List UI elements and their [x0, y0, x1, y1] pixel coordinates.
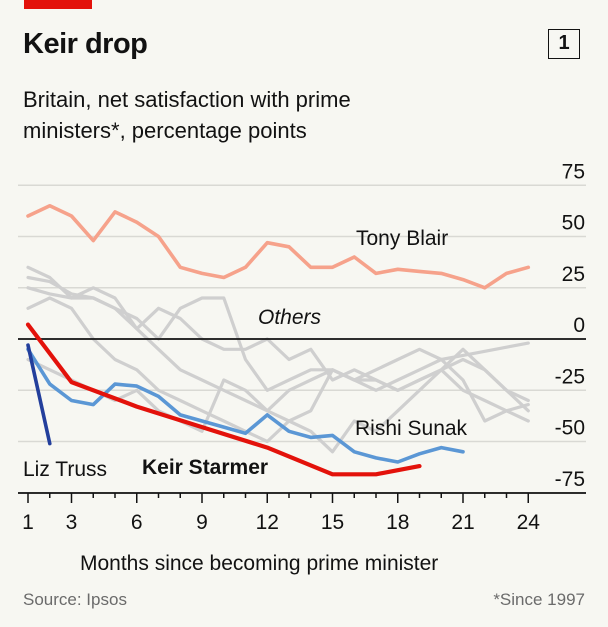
x-tick-label-1: 1 — [22, 511, 34, 534]
label-keir-starmer: Keir Starmer — [142, 456, 268, 479]
y-tick-label--50: -50 — [555, 417, 585, 440]
x-tick-label-15: 15 — [321, 511, 344, 534]
series-others-5 — [26, 286, 530, 413]
others-series-lines — [18, 265, 586, 454]
series-keir-starmer — [25, 322, 422, 477]
series-others-1 — [26, 265, 530, 413]
series-tony-blair — [26, 204, 531, 290]
y-tick-label--75: -75 — [555, 468, 585, 491]
x-tick-label-18: 18 — [386, 511, 409, 534]
label-liz-truss: Liz Truss — [23, 458, 107, 481]
x-axis-title: Months since becoming prime minister — [80, 552, 438, 575]
y-axis-ticks: 75 50 25 0 -25 -50 -75 — [555, 160, 585, 491]
x-tick-label-3: 3 — [66, 511, 78, 534]
label-tony-blair: Tony Blair — [356, 227, 448, 250]
label-rishi-sunak: Rishi Sunak — [355, 417, 468, 440]
main-series-lines — [25, 204, 531, 477]
y-tick-label-25: 25 — [562, 263, 585, 286]
chart-title: Keir drop — [23, 28, 148, 60]
footnote: *Since 1997 — [493, 590, 585, 609]
x-tick-label-12: 12 — [256, 511, 279, 534]
chart-subtitle: Britain, net satisfaction with prime min… — [23, 87, 351, 143]
source-note: Source: Ipsos — [23, 590, 127, 609]
y-tick-label-75: 75 — [562, 160, 585, 183]
y-tick-label--25: -25 — [555, 365, 585, 388]
x-tick-label-24: 24 — [517, 511, 541, 534]
chart-number-badge: 1 — [548, 29, 580, 59]
x-tick-label-6: 6 — [131, 511, 143, 534]
series-rishi-sunak — [26, 347, 465, 464]
x-axis: 1 3 6 9 12 15 18 21 24 — [18, 492, 586, 534]
x-tick-label-9: 9 — [196, 511, 208, 534]
x-tick-label-21: 21 — [451, 511, 474, 534]
series-liz-truss — [26, 343, 52, 446]
y-tick-label-50: 50 — [562, 212, 585, 235]
brand-red-bar — [24, 0, 92, 9]
y-tick-label-0: 0 — [573, 314, 585, 337]
label-others: Others — [258, 306, 322, 329]
